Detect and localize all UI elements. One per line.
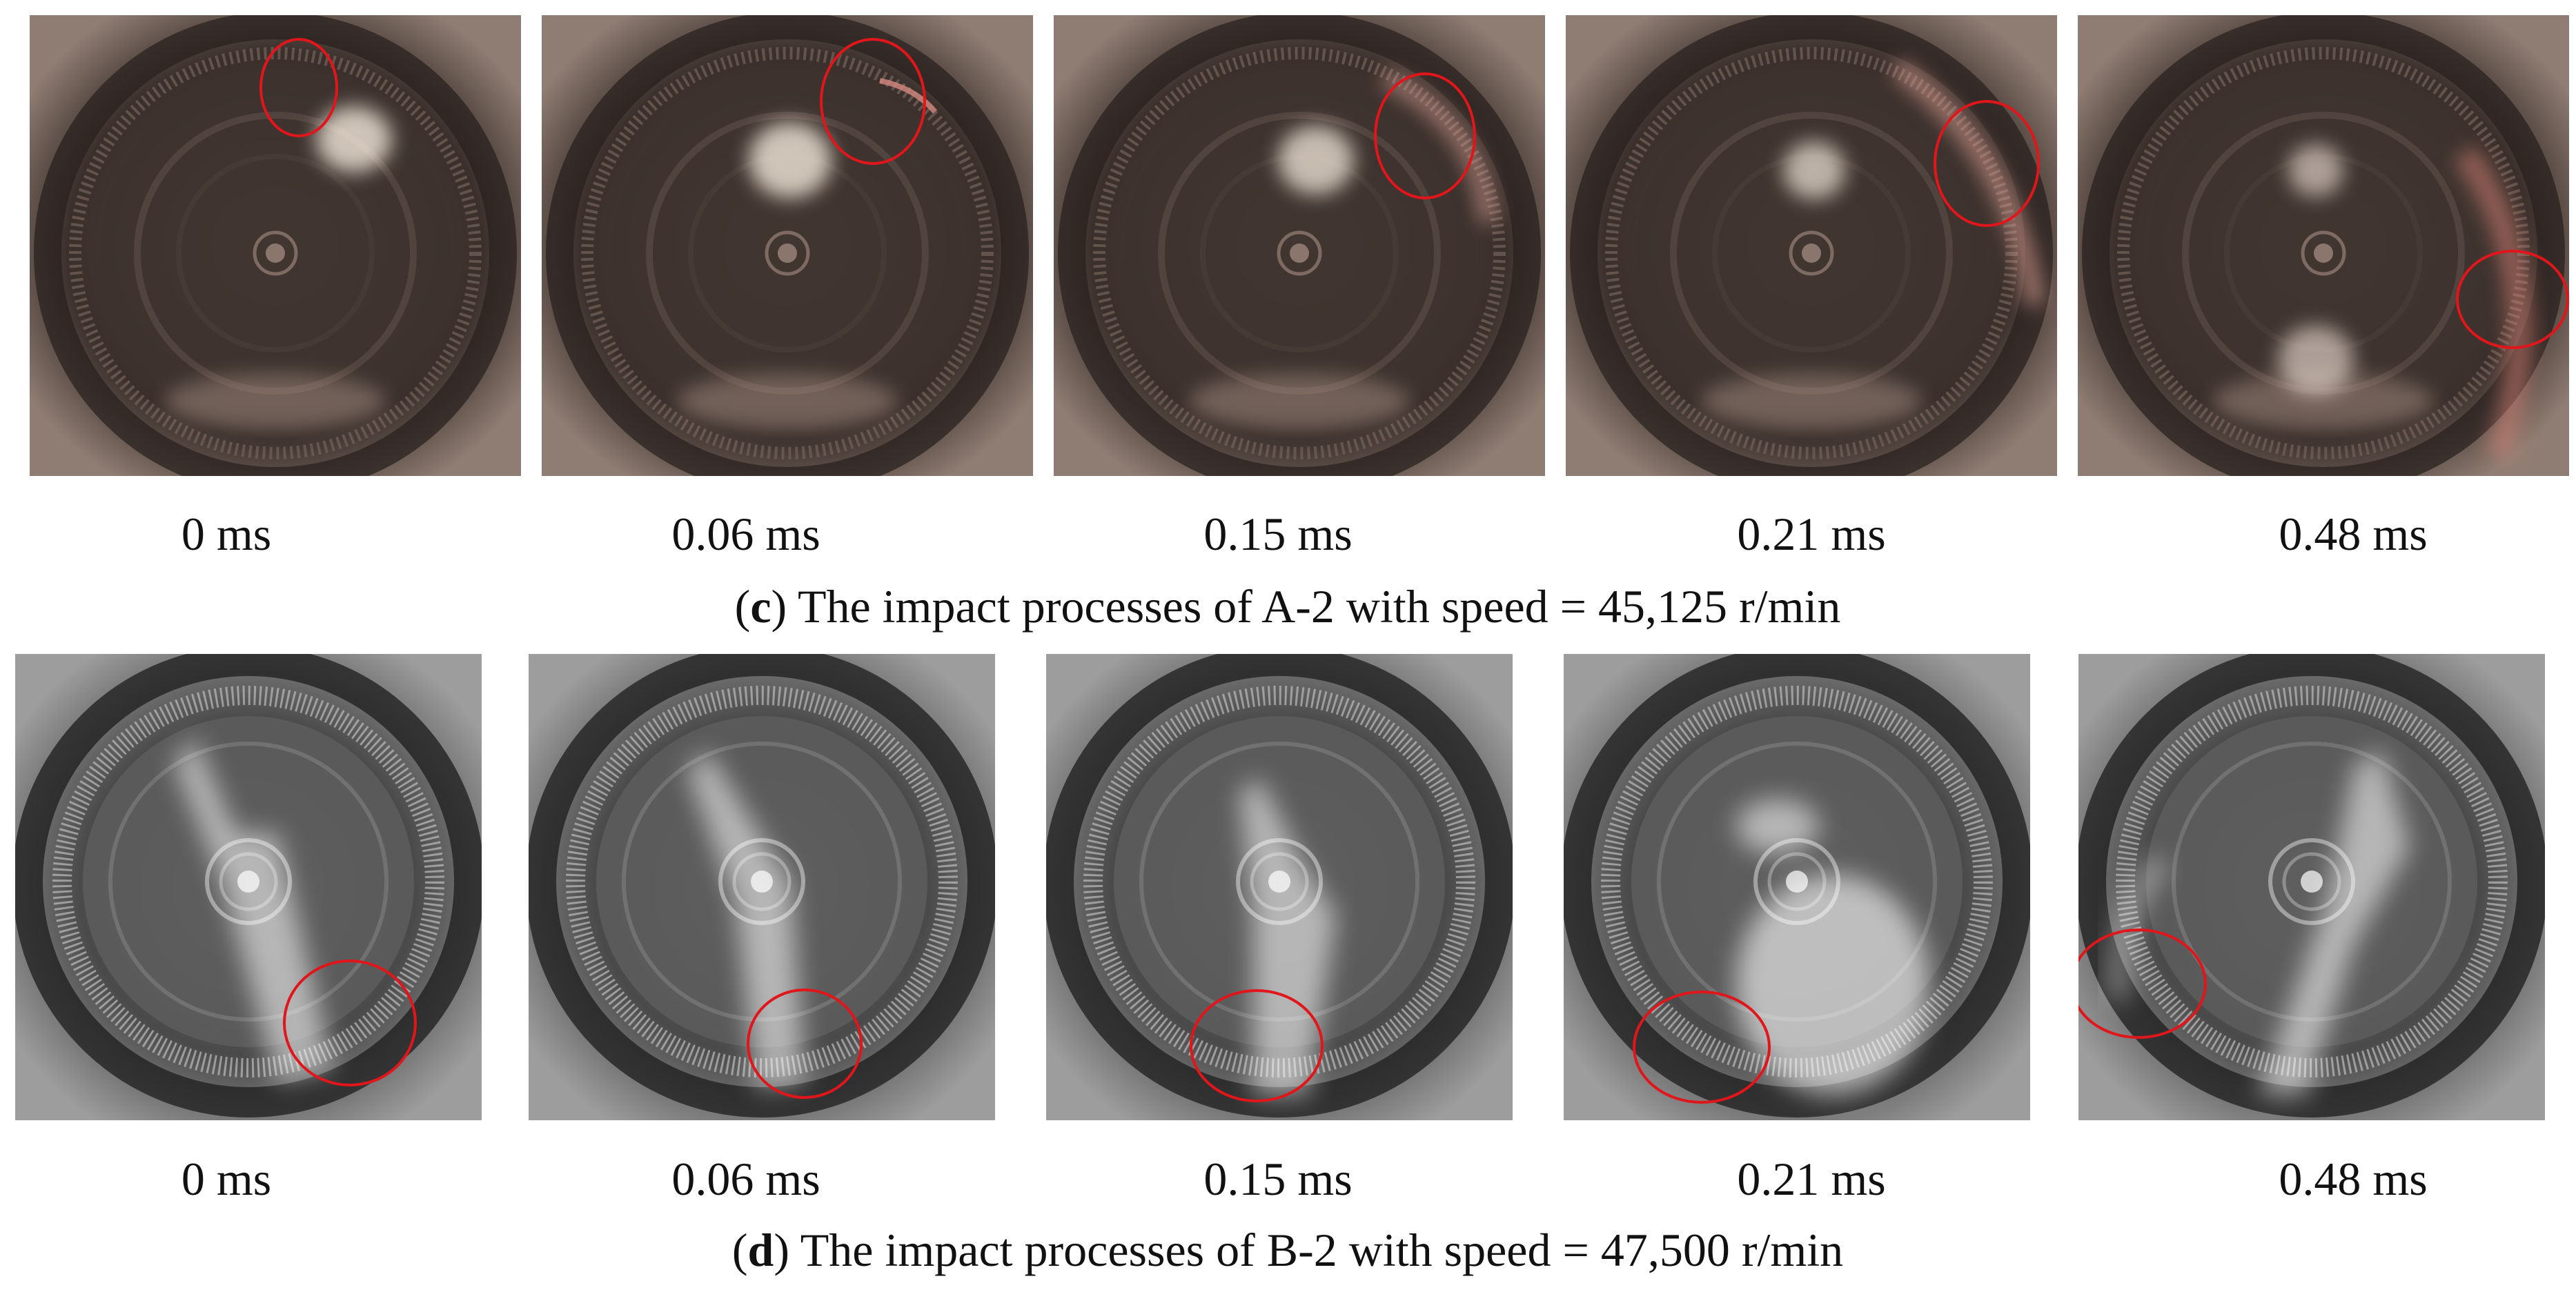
caption-letter-c: c bbox=[750, 580, 771, 633]
caption-c: (c) The impact processes of A-2 with spe… bbox=[734, 580, 1841, 633]
time-label-d-1: 0.06 ms bbox=[671, 1153, 820, 1205]
impact-marker-d-3 bbox=[1633, 991, 1771, 1104]
caption-letter-d: d bbox=[747, 1224, 774, 1276]
frame-d-0 bbox=[15, 654, 482, 1120]
frame-c-4 bbox=[2078, 15, 2569, 476]
time-label-c-4: 0.48 ms bbox=[2279, 508, 2428, 560]
rotor-image-d-0 bbox=[15, 654, 482, 1120]
time-label-c-1: 0.06 ms bbox=[671, 508, 820, 560]
impact-marker-c-0 bbox=[259, 38, 338, 137]
caption-text-d: The impact processes of B-2 with speed =… bbox=[800, 1224, 1844, 1276]
frame-c-1 bbox=[542, 15, 1033, 476]
frame-d-2 bbox=[1046, 654, 1513, 1120]
time-label-c-0: 0 ms bbox=[181, 508, 272, 560]
time-label-d-3: 0.21 ms bbox=[1737, 1153, 1886, 1205]
rotor-image-c-1 bbox=[542, 15, 1033, 476]
impact-marker-d-1 bbox=[747, 989, 863, 1099]
time-label-d-4: 0.48 ms bbox=[2279, 1153, 2428, 1205]
time-label-d-0: 0 ms bbox=[181, 1153, 272, 1205]
impact-marker-d-0 bbox=[283, 960, 417, 1086]
caption-d: (d) The impact processes of B-2 with spe… bbox=[731, 1224, 1844, 1276]
frame-d-4 bbox=[2078, 654, 2545, 1120]
caption-text-c: The impact processes of A-2 with speed =… bbox=[797, 580, 1841, 633]
impact-marker-c-4 bbox=[2456, 250, 2569, 349]
impact-marker-c-1 bbox=[820, 38, 926, 165]
impact-marker-c-2 bbox=[1374, 72, 1476, 199]
rotor-image-c-2 bbox=[1054, 15, 1545, 476]
time-label-c-2: 0.15 ms bbox=[1203, 508, 1353, 560]
frame-d-3 bbox=[1564, 654, 2030, 1120]
time-label-c-3: 0.21 ms bbox=[1737, 508, 1886, 560]
rotor-image-d-4 bbox=[2078, 654, 2545, 1120]
frame-d-1 bbox=[529, 654, 995, 1120]
frame-c-0 bbox=[30, 15, 521, 476]
rotor-image-d-2 bbox=[1046, 654, 1513, 1120]
frame-c-2 bbox=[1054, 15, 1545, 476]
frame-c-3 bbox=[1566, 15, 2057, 476]
rotor-image-c-3 bbox=[1566, 15, 2057, 476]
impact-marker-c-3 bbox=[1934, 100, 2040, 227]
rotor-image-d-3 bbox=[1564, 654, 2030, 1120]
time-label-d-2: 0.15 ms bbox=[1203, 1153, 1353, 1205]
impact-marker-d-2 bbox=[1190, 989, 1324, 1102]
impact-marker-d-4 bbox=[2078, 928, 2207, 1039]
rotor-image-c-0 bbox=[30, 15, 521, 476]
rotor-image-d-1 bbox=[529, 654, 995, 1120]
rotor-image-c-4 bbox=[2078, 15, 2569, 476]
